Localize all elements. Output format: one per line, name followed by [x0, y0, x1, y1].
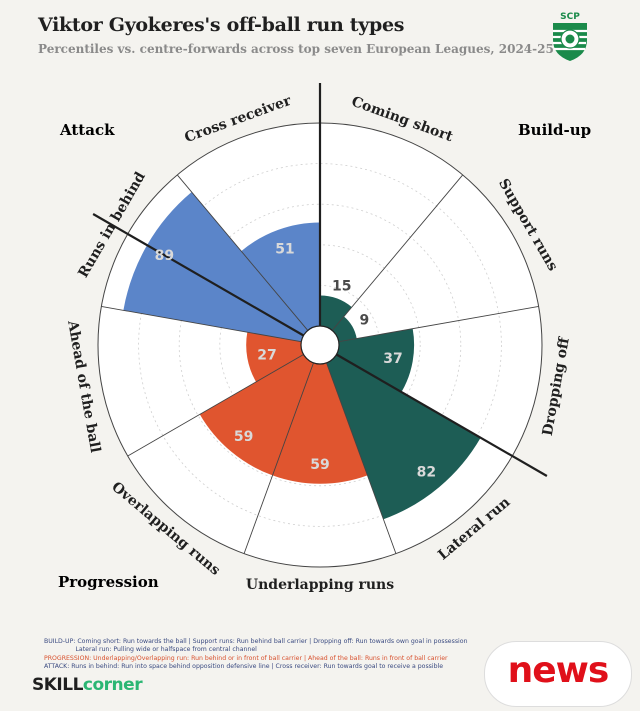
value-label: 82 — [417, 465, 436, 481]
footer-line-4: ATTACK: Runs in behind: Run into space b… — [44, 663, 444, 671]
bar-coming-short — [320, 295, 352, 331]
value-label: 89 — [155, 248, 174, 264]
bar-support-runs — [332, 316, 357, 342]
bar-dropping-off — [336, 328, 415, 393]
chart-subtitle: Percentiles vs. centre-forwards across t… — [38, 42, 554, 56]
footer-line-1: BUILD-UP: Coming short: Run towards the … — [44, 638, 468, 645]
group-label-progression: Progression — [58, 573, 159, 591]
center-hole — [300, 325, 340, 365]
bar-underlapping-runs — [272, 362, 368, 484]
news-watermark-text: news — [507, 650, 610, 691]
footer-notes: BUILD-UP: Coming short: Run towards the … — [44, 638, 468, 672]
category-label: Ahead of the ball — [64, 318, 103, 454]
bar-ahead-of-the-ball — [246, 332, 304, 382]
news-watermark: news — [484, 641, 632, 707]
group-label-buildup: Build-up — [518, 121, 592, 139]
bar-runs-in-behind — [123, 192, 308, 342]
bar-overlapping-runs — [199, 354, 314, 476]
sector-divider — [326, 362, 397, 554]
sector-divider — [176, 174, 309, 331]
sector-divider — [338, 306, 539, 343]
value-label: 59 — [310, 457, 329, 473]
value-label: 51 — [275, 242, 294, 258]
skillcorner-logo: SKILLcorner — [32, 675, 143, 695]
grid-ring — [138, 163, 502, 527]
grid-ring — [178, 203, 462, 487]
bar-lateral-run — [326, 354, 481, 520]
category-label: Dropping off — [540, 335, 573, 437]
sporting-crest-logo: SCP — [553, 12, 587, 61]
sector-divider — [243, 362, 314, 554]
skillcorner-corner: corner — [82, 675, 143, 695]
group-divider — [335, 353, 548, 477]
value-label: 15 — [332, 278, 351, 294]
sector-divider — [331, 174, 464, 331]
footer-line-2: Lateral run: Pulling wide or halfspace f… — [44, 646, 257, 654]
value-label: 9 — [360, 312, 370, 328]
skillcorner-skill: SKILL — [32, 675, 83, 695]
value-label: 27 — [257, 347, 276, 363]
sector-divider — [101, 306, 302, 343]
group-divider — [92, 213, 305, 337]
value-label: 59 — [234, 429, 253, 445]
group-label-attack: Attack — [60, 121, 115, 139]
chart-title: Viktor Gyokeres's off-ball run types — [38, 14, 405, 36]
footer-line-3: PROGRESSION: Underlapping/Overlapping ru… — [44, 654, 448, 662]
value-label: 37 — [383, 351, 402, 367]
sector-divider — [127, 354, 304, 457]
logo-text: SCP — [560, 12, 580, 22]
category-label: Underlapping runs — [246, 577, 394, 593]
bar-cross-receiver — [241, 222, 320, 331]
